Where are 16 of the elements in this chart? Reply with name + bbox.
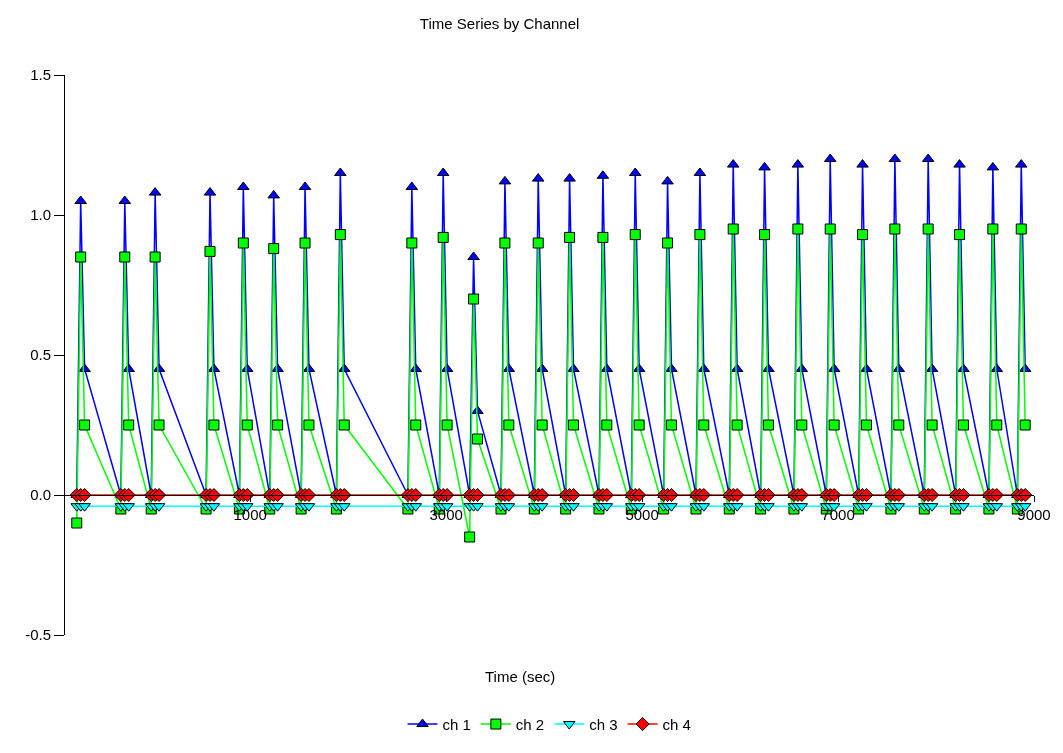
x-tick-label: 5000	[625, 506, 659, 523]
legend-label: ch 1	[442, 715, 471, 733]
legend-label: ch 3	[589, 715, 618, 733]
legend-label: ch 2	[515, 715, 545, 733]
y-tick-label: 1.5	[30, 66, 51, 84]
y-tick-label: 0.5	[30, 346, 51, 364]
y-tick-label: 0.0	[30, 486, 51, 504]
x-tick-label: 1000	[233, 506, 267, 523]
y-tick-label: -0.5	[25, 626, 51, 644]
legend-label: ch 4	[662, 715, 691, 733]
chart-title: Time Series by Channel	[419, 15, 580, 33]
x-tick-label: 7000	[821, 506, 855, 523]
x-tick-label: 3000	[429, 506, 463, 523]
y-tick-label: 1.0	[30, 206, 51, 224]
x-axis-title: Time (sec)	[485, 668, 556, 685]
x-tick-label: 9000	[1017, 506, 1051, 523]
